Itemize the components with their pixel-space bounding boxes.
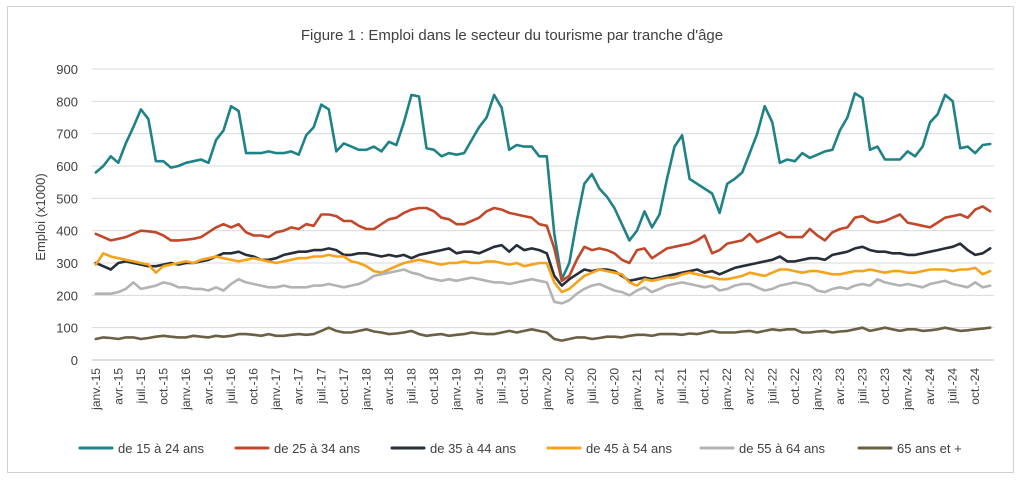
y-tick-label: 300 xyxy=(56,256,78,271)
y-tick-label: 600 xyxy=(56,159,78,174)
series-line-4 xyxy=(94,252,992,294)
series-line-6 xyxy=(94,326,992,342)
y-tick-label: 200 xyxy=(56,288,78,303)
legend-label: de 35 à 44 ans xyxy=(430,441,517,456)
x-tick-label: janv.-16 xyxy=(179,368,193,411)
x-tick-label: juil.-18 xyxy=(404,368,418,405)
line-chart: Figure 1 : Emploi dans le secteur du tou… xyxy=(33,27,994,456)
x-tick-label: oct.-24 xyxy=(968,368,982,405)
x-tick-label: janv.-24 xyxy=(901,368,915,411)
legend: de 15 à 24 ans de 25 à 34 ans de 35 à 44 a… xyxy=(78,441,962,456)
y-axis-label: Emploi (x1000) xyxy=(33,173,48,260)
x-tick-label: janv.-20 xyxy=(540,368,554,411)
chart-title: Figure 1 : Emploi dans le secteur du tou… xyxy=(301,27,723,44)
x-tick-label: juil.-15 xyxy=(134,368,148,405)
series-line-3 xyxy=(94,242,992,287)
x-tick-label: janv.-22 xyxy=(720,368,734,411)
x-tick-label: juil.-23 xyxy=(855,368,869,405)
y-tick-label: 400 xyxy=(56,224,78,239)
x-tick-label: avr.-15 xyxy=(111,368,125,405)
x-tick-label: janv.-17 xyxy=(269,368,283,411)
legend-label: de 45 à 54 ans xyxy=(586,441,673,456)
x-tick-label: juil.-17 xyxy=(314,368,328,405)
x-tick-label: janv.-15 xyxy=(89,368,103,411)
x-tick-label: avr.-22 xyxy=(743,368,757,405)
legend-label: de 25 à 34 ans xyxy=(274,441,361,456)
x-tick-label: juil.-20 xyxy=(585,368,599,405)
x-tick-label: janv.-18 xyxy=(359,368,373,411)
x-tick-label: avr.-20 xyxy=(562,368,576,405)
x-tick-label: avr.-17 xyxy=(292,368,306,405)
x-tick-label: avr.-23 xyxy=(833,368,847,405)
legend-label: 65 ans et + xyxy=(897,441,962,456)
y-axis-ticks: 0 100 200 300 400 500 600 700 800 900 xyxy=(56,62,78,368)
x-tick-label: janv.-21 xyxy=(630,368,644,411)
x-tick-label: avr.-18 xyxy=(382,368,396,405)
x-tick-label: oct.-15 xyxy=(156,368,170,405)
x-tick-label: juil.-24 xyxy=(946,368,960,405)
series-line-1 xyxy=(94,92,992,281)
x-tick-label: oct.-18 xyxy=(427,368,441,405)
x-tick-label: avr.-21 xyxy=(653,368,667,405)
y-tick-label: 500 xyxy=(56,191,78,206)
x-tick-label: avr.-19 xyxy=(472,368,486,405)
x-tick-label: janv.-23 xyxy=(810,368,824,411)
chart-frame: Figure 1 : Emploi dans le secteur du tou… xyxy=(7,6,1014,473)
y-tick-label: 900 xyxy=(56,62,78,77)
x-tick-label: juil.-21 xyxy=(675,368,689,405)
y-tick-label: 700 xyxy=(56,127,78,142)
x-tick-label: oct.-22 xyxy=(788,368,802,405)
legend-label: de 15 à 24 ans xyxy=(118,441,205,456)
legend-label: de 55 à 64 ans xyxy=(739,441,826,456)
x-tick-label: avr.-16 xyxy=(202,368,216,405)
x-tick-label: juil.-16 xyxy=(224,368,238,405)
x-tick-label: janv.-19 xyxy=(450,368,464,411)
y-tick-label: 100 xyxy=(56,321,78,336)
x-tick-label: oct.-19 xyxy=(517,368,531,405)
x-tick-label: oct.-16 xyxy=(247,368,261,405)
x-tick-label: oct.-17 xyxy=(337,368,351,405)
x-tick-label: oct.-20 xyxy=(607,368,621,405)
y-tick-label: 0 xyxy=(71,353,78,368)
x-tick-label: oct.-21 xyxy=(698,368,712,405)
x-axis-ticks: janv.-15 avr.-15 juil.-15 oct.-15 janv.-16 av… xyxy=(89,368,982,411)
series-lines xyxy=(94,92,992,342)
y-tick-label: 800 xyxy=(56,94,78,109)
series-line-2 xyxy=(94,205,992,283)
x-tick-label: oct.-23 xyxy=(878,368,892,405)
x-tick-label: juil.-22 xyxy=(765,368,779,405)
x-tick-label: avr.-24 xyxy=(923,368,937,405)
x-tick-label: juil.-19 xyxy=(495,368,509,405)
series-line-5 xyxy=(94,268,992,305)
